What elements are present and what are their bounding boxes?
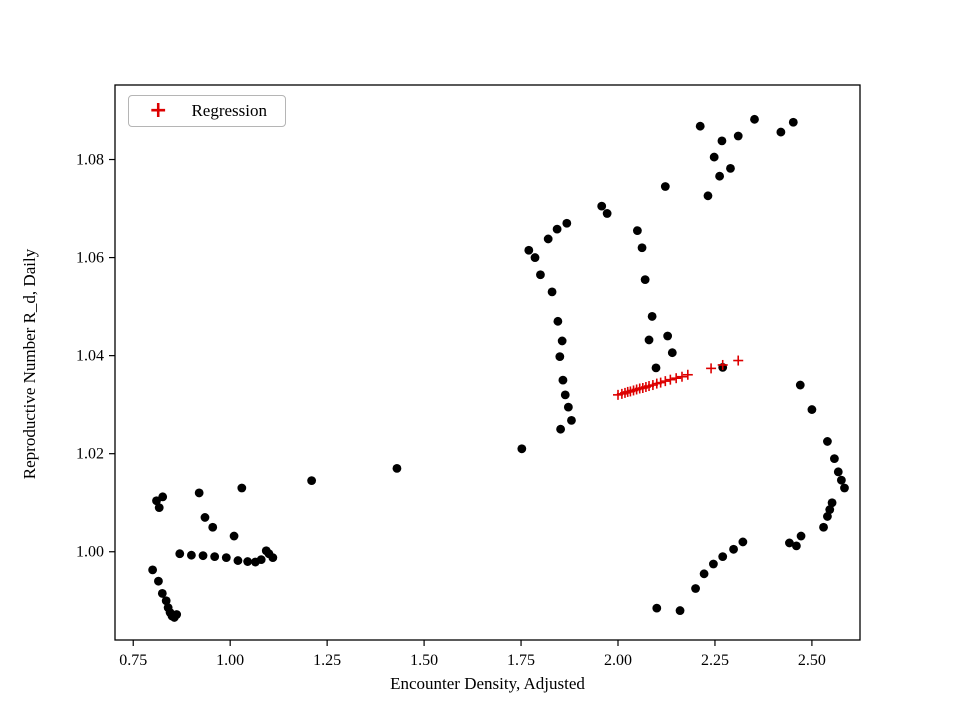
svg-text:1.02: 1.02 [76, 446, 104, 463]
legend-label: Regression [191, 101, 267, 120]
svg-text:1.50: 1.50 [410, 652, 438, 669]
svg-text:1.00: 1.00 [216, 652, 244, 669]
svg-text:1.04: 1.04 [76, 348, 104, 365]
svg-text:1.06: 1.06 [76, 250, 104, 267]
svg-text:2.25: 2.25 [701, 652, 729, 669]
svg-text:1.25: 1.25 [313, 652, 341, 669]
svg-text:2.00: 2.00 [604, 652, 632, 669]
x-axis-label: Encounter Density, Adjusted [390, 674, 585, 693]
svg-text:1.00: 1.00 [76, 544, 104, 561]
regression-plus-icon: + [149, 98, 168, 123]
y-axis-label: Reproductive Number R_d, Daily [20, 248, 39, 480]
svg-text:2.50: 2.50 [798, 652, 826, 669]
legend: + Regression [128, 95, 286, 127]
svg-text:1.08: 1.08 [76, 152, 104, 169]
svg-text:0.75: 0.75 [119, 652, 147, 669]
svg-text:1.75: 1.75 [507, 652, 535, 669]
